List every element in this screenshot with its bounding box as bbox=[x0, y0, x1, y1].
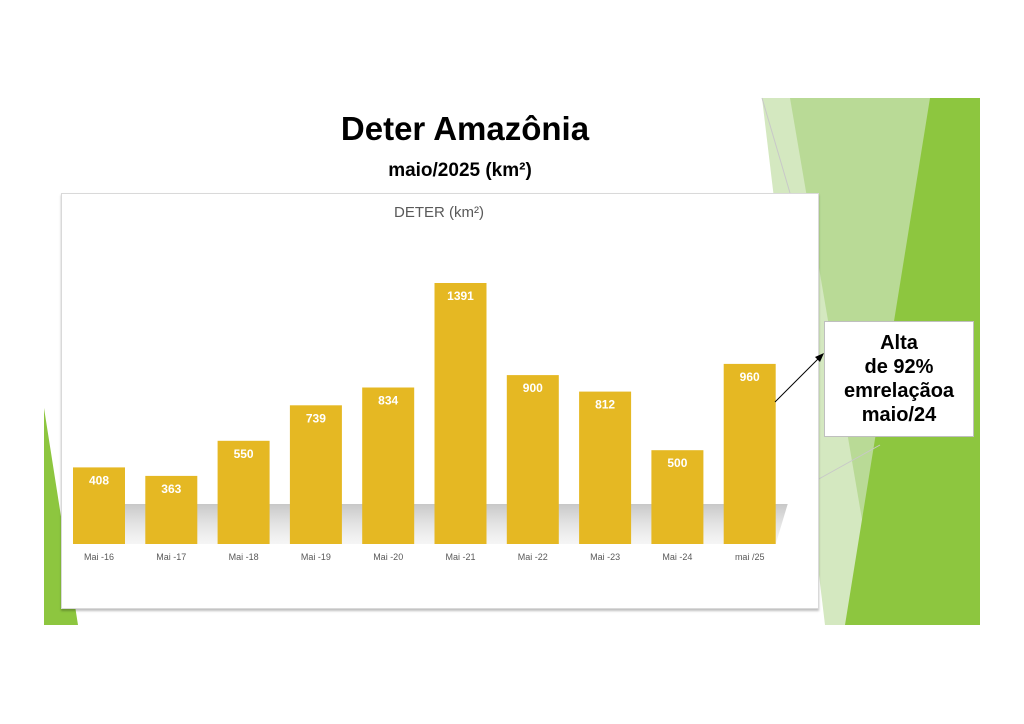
bar-9 bbox=[651, 450, 704, 544]
bar-6 bbox=[434, 283, 487, 544]
bar-value-label-9: 500 bbox=[667, 456, 687, 470]
bar-value-label-1: 408 bbox=[89, 473, 109, 487]
x-tick-label-5: Mai -20 bbox=[373, 552, 403, 562]
callout-line-3: emrelaçãoa bbox=[843, 380, 955, 402]
bar-value-label-3: 550 bbox=[234, 447, 254, 461]
x-tick-label-7: Mai -22 bbox=[518, 552, 548, 562]
bar-1 bbox=[73, 467, 125, 544]
bars-group: 408 Mai -16 363 Mai -17 550 Mai -18 739 Mai -19… bbox=[73, 283, 776, 562]
x-tick-label-3: Mai -18 bbox=[229, 552, 259, 562]
x-tick-label-4: Mai -19 bbox=[301, 552, 331, 562]
bar-8 bbox=[579, 391, 632, 544]
decoration-line-2 bbox=[816, 444, 881, 481]
x-tick-label-9: Mai -24 bbox=[662, 552, 692, 562]
x-tick-label-10: mai /25 bbox=[735, 552, 765, 562]
bar-value-label-10: 960 bbox=[740, 370, 760, 384]
bar-4 bbox=[289, 405, 342, 544]
page-title: Deter Amazônia bbox=[340, 110, 590, 147]
bar-value-label-7: 900 bbox=[523, 381, 543, 395]
x-tick-label-8: Mai -23 bbox=[590, 552, 620, 562]
x-tick-label-6: Mai -21 bbox=[445, 552, 475, 562]
bar-value-label-6: 1391 bbox=[447, 289, 474, 303]
bar-chart-container: DETER (km²) 408 Mai -16 363 Mai -17 550 Mai -… bbox=[61, 193, 819, 609]
callout-line-4: maio/24 bbox=[861, 404, 937, 426]
page-subtitle: maio/2025 (km²) bbox=[388, 160, 532, 181]
bar-2 bbox=[145, 475, 198, 544]
bar-value-label-2: 363 bbox=[161, 482, 181, 496]
bar-value-label-4: 739 bbox=[306, 411, 326, 425]
decoration-line bbox=[761, 97, 791, 194]
bar-5 bbox=[362, 387, 415, 544]
chart-title: DETER (km²) bbox=[394, 204, 484, 221]
bar-chart: DETER (km²) 408 Mai -16 363 Mai -17 550 Mai -… bbox=[73, 204, 788, 562]
callout-box: Alta de 92% emrelaçãoa maio/24 bbox=[824, 321, 974, 437]
bar-value-label-8: 812 bbox=[595, 398, 615, 412]
bar-10 bbox=[723, 363, 776, 544]
bar-value-label-5: 834 bbox=[378, 394, 398, 408]
callout-line-2: de 92% bbox=[864, 356, 934, 378]
callout-line-1: Alta bbox=[880, 332, 918, 354]
bar-7 bbox=[506, 375, 559, 544]
bar-3 bbox=[217, 440, 270, 544]
x-tick-label-1: Mai -16 bbox=[84, 552, 114, 562]
x-tick-label-2: Mai -17 bbox=[156, 552, 186, 562]
